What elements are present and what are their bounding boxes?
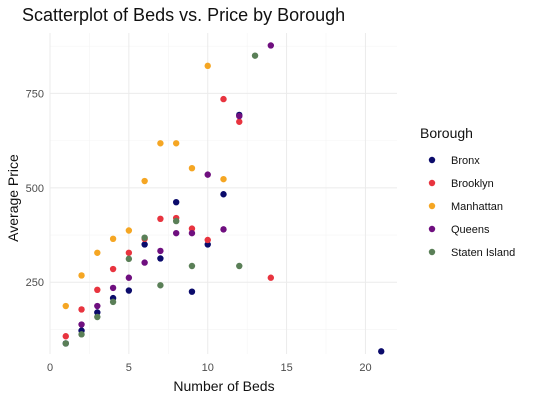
x-axis-title: Number of Beds (173, 378, 274, 394)
y-tick-label: 250 (26, 277, 44, 289)
point-staten-island (141, 234, 148, 241)
point-brooklyn (236, 118, 243, 125)
point-brooklyn (220, 95, 227, 103)
point-brooklyn (157, 215, 164, 223)
point-staten-island (251, 52, 259, 59)
point-queens (78, 321, 85, 328)
point-staten-island (157, 282, 164, 289)
point-manhattan (78, 272, 85, 279)
legend-key-brooklyn (428, 179, 436, 187)
legend-label-staten-island: Staten Island (451, 247, 515, 259)
data-points (62, 42, 385, 355)
grid (49, 33, 397, 354)
point-queens (125, 274, 133, 281)
point-manhattan (141, 177, 148, 185)
point-manhattan (188, 164, 196, 172)
point-brooklyn (204, 236, 211, 244)
point-bronx (378, 348, 385, 355)
point-manhattan (109, 235, 117, 243)
point-staten-island (236, 262, 243, 270)
legend-key-manhattan (428, 202, 436, 210)
point-queens (109, 284, 117, 292)
point-brooklyn (109, 265, 117, 273)
point-bronx (204, 241, 211, 248)
x-tick-label: 0 (47, 362, 53, 374)
point-staten-island (188, 262, 196, 270)
point-brooklyn (267, 274, 275, 281)
point-manhattan (94, 249, 101, 256)
point-bronx (220, 191, 227, 198)
point-brooklyn (94, 286, 101, 293)
legend-key-queens (428, 225, 436, 233)
legend-key-bronx (428, 156, 436, 164)
point-bronx (141, 241, 148, 248)
point-queens (172, 229, 180, 237)
point-bronx (188, 288, 196, 295)
point-manhattan (204, 62, 211, 70)
x-tick-label: 20 (359, 362, 371, 374)
point-queens (188, 229, 196, 237)
point-bronx (125, 287, 133, 294)
point-queens (141, 259, 148, 266)
legend-title: Borough (420, 125, 473, 141)
legend-key-staten-island (428, 248, 436, 256)
point-manhattan (62, 302, 69, 310)
point-queens (267, 42, 275, 49)
legend-label-manhattan: Manhattan (451, 201, 503, 213)
point-staten-island (62, 340, 69, 347)
y-tick-label: 500 (26, 183, 44, 195)
legend-label-brooklyn: Brooklyn (451, 178, 494, 190)
legend-items: Bronx Brooklyn Manhattan Queens Staten Islan… (428, 155, 515, 259)
point-brooklyn (188, 225, 196, 232)
y-axis-title: Average Price (5, 154, 21, 242)
point-bronx (172, 198, 180, 206)
x-axis-ticks: 0 5 10 15 20 (47, 362, 372, 374)
point-manhattan (125, 227, 133, 234)
point-queens (236, 112, 243, 120)
y-axis-ticks: 250 500 750 (26, 88, 44, 289)
point-staten-island (78, 331, 85, 338)
x-tick-label: 5 (126, 362, 132, 374)
point-staten-island (94, 313, 101, 321)
point-staten-island (125, 255, 133, 263)
point-manhattan (220, 175, 227, 183)
point-queens (94, 302, 101, 310)
chart-title: Scatterplot of Beds vs. Price by Borough (22, 5, 345, 25)
point-staten-island (109, 298, 117, 306)
point-queens (220, 226, 227, 233)
legend-label-bronx: Bronx (451, 155, 480, 167)
point-manhattan (157, 140, 164, 147)
point-brooklyn (78, 306, 85, 313)
point-queens (157, 247, 164, 255)
point-bronx (94, 309, 101, 316)
point-queens (204, 171, 211, 178)
legend: Borough Bronx Brooklyn Manhattan Queens Stat… (420, 125, 515, 259)
x-tick-label: 10 (202, 362, 214, 374)
point-staten-island (172, 217, 180, 225)
point-brooklyn (62, 333, 69, 340)
point-manhattan (172, 140, 180, 147)
legend-label-queens: Queens (451, 224, 490, 236)
x-tick-label: 15 (280, 362, 292, 374)
y-tick-label: 750 (26, 88, 44, 100)
point-brooklyn (125, 249, 133, 256)
point-bronx (157, 255, 164, 262)
